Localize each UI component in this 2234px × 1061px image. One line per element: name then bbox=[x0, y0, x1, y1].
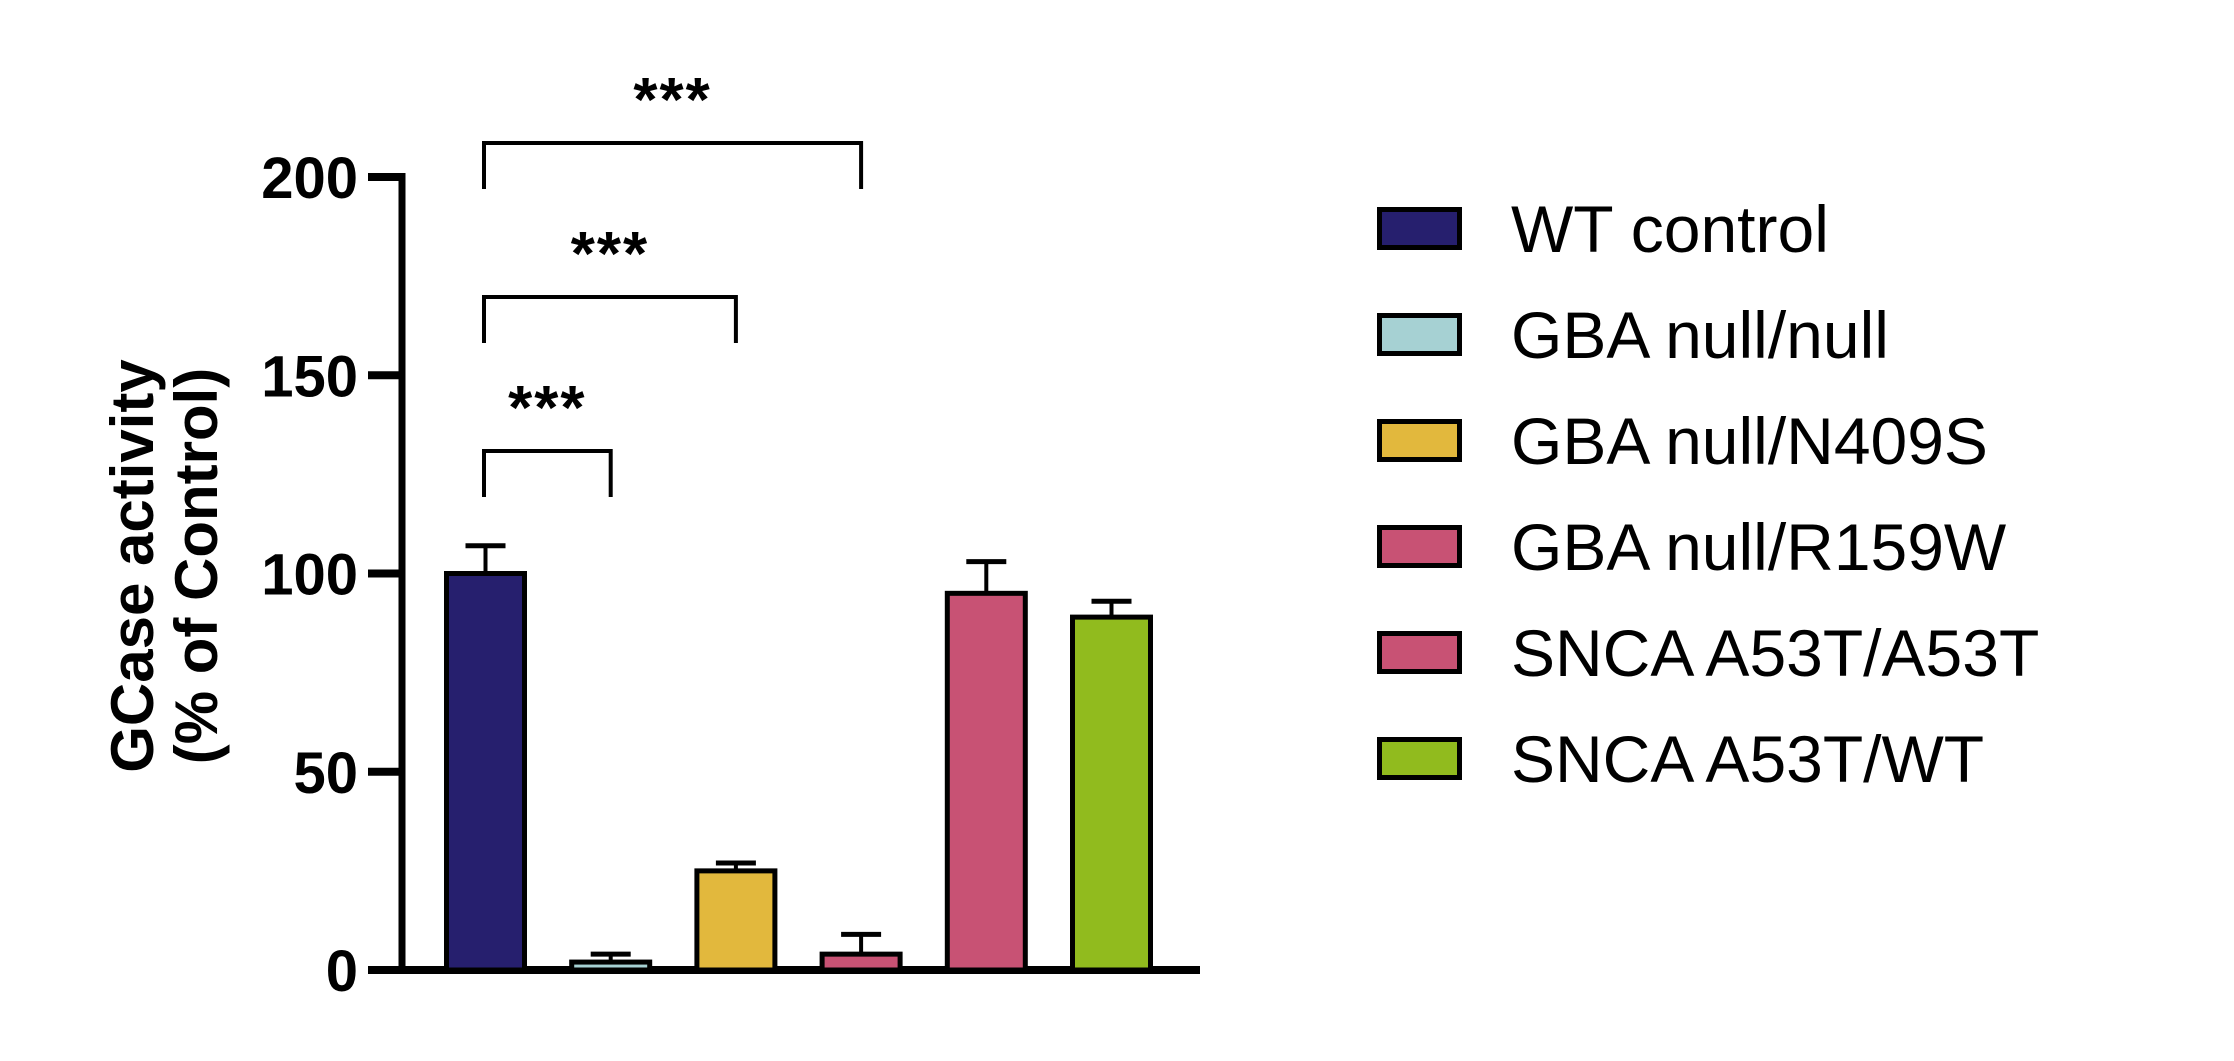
legend-swatch bbox=[1377, 419, 1462, 462]
bar-rect bbox=[569, 959, 653, 973]
legend-item: SNCA A53T/WT bbox=[1377, 722, 1984, 796]
bar bbox=[444, 543, 527, 973]
y-tick-label: 100 bbox=[261, 543, 358, 608]
legend-swatch bbox=[1377, 631, 1462, 674]
significance-stars: *** bbox=[571, 220, 649, 289]
legend-label: SNCA A53T/WT bbox=[1511, 722, 1984, 796]
bar-rect bbox=[1070, 614, 1153, 973]
bar bbox=[694, 860, 778, 973]
bar-rect bbox=[444, 571, 527, 973]
legend-item: GBA null/R159W bbox=[1377, 510, 2007, 584]
significance-stars: *** bbox=[508, 374, 586, 443]
legend-item: GBA null/null bbox=[1377, 298, 1889, 372]
y-tick-label: 200 bbox=[261, 146, 358, 211]
significance-annotations: *** *** *** bbox=[482, 66, 864, 497]
bar bbox=[944, 559, 1028, 973]
bracket-line bbox=[482, 449, 613, 497]
y-axis-title-line: GCase activity bbox=[99, 359, 166, 773]
legend-item: GBA null/N409S bbox=[1377, 404, 1988, 478]
legend-item: SNCA A53T/A53T bbox=[1377, 616, 2039, 690]
y-axis-title: GCase activity(% of Control) bbox=[99, 359, 230, 773]
bars bbox=[444, 543, 1153, 973]
bracket-line bbox=[482, 295, 738, 343]
legend-label: GBA null/null bbox=[1511, 298, 1889, 372]
significance-bracket: *** bbox=[482, 220, 738, 343]
legend-label: WT control bbox=[1511, 192, 1829, 266]
legend: WT control GBA null/null GBA null/N409S GBA… bbox=[1377, 192, 2039, 796]
legend-label: GBA null/N409S bbox=[1511, 404, 1988, 478]
legend-swatch bbox=[1377, 313, 1462, 356]
bar-rect bbox=[819, 951, 903, 973]
significance-bracket: *** bbox=[482, 66, 864, 189]
bar-rect bbox=[694, 868, 778, 973]
y-tick-label: 150 bbox=[261, 344, 358, 409]
y-tick-label: 50 bbox=[293, 741, 358, 806]
legend-swatch bbox=[1377, 525, 1462, 568]
y-axis-title-line: (% of Control) bbox=[163, 368, 230, 765]
y-tick-label: 0 bbox=[326, 939, 358, 1004]
legend-item: WT control bbox=[1377, 192, 1829, 266]
bar bbox=[569, 951, 653, 973]
legend-label: GBA null/R159W bbox=[1511, 510, 2007, 584]
legend-label: SNCA A53T/A53T bbox=[1511, 616, 2039, 690]
bar-rect bbox=[944, 590, 1028, 973]
legend-swatch bbox=[1377, 207, 1462, 250]
significance-bracket: *** bbox=[482, 374, 613, 497]
significance-stars: *** bbox=[633, 66, 711, 135]
legend-swatch bbox=[1377, 737, 1462, 780]
bar bbox=[819, 931, 903, 973]
bar bbox=[1070, 598, 1153, 973]
bracket-line bbox=[482, 141, 864, 189]
